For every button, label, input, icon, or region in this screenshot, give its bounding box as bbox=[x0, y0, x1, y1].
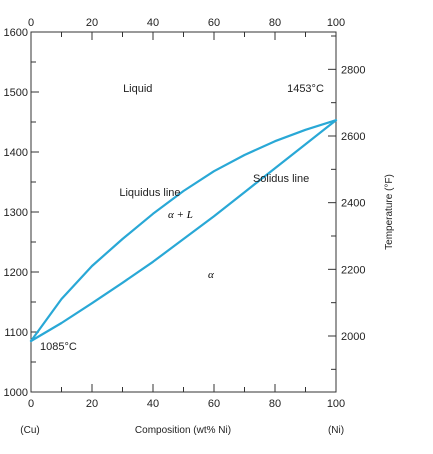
x-tick-label-bottom: 80 bbox=[269, 398, 281, 410]
y-tick-label-left: 1000 bbox=[4, 387, 28, 399]
annotation-label: 1453°C bbox=[287, 83, 324, 95]
y-tick-label-left: 1100 bbox=[4, 327, 28, 339]
y-tick-label-left: 1400 bbox=[4, 147, 28, 159]
x-tick-label-bottom: 100 bbox=[327, 398, 345, 410]
curves bbox=[29, 119, 338, 343]
y-axis-right-label: Temperature (°F) bbox=[384, 174, 395, 250]
y-tick-label-right: 2800 bbox=[341, 64, 365, 76]
y-tick-label-right: 2000 bbox=[341, 331, 365, 343]
annotation-label: α + L bbox=[168, 209, 193, 221]
x-tick-label-bottom: 20 bbox=[86, 398, 98, 410]
solidus-curve bbox=[29, 119, 338, 343]
x-tick-label-top: 40 bbox=[147, 17, 159, 29]
y-tick-label-right: 2400 bbox=[341, 198, 365, 210]
x-axis-right-end-label: (Ni) bbox=[328, 425, 344, 436]
y-tick-label-left: 1500 bbox=[4, 87, 28, 99]
x-tick-label-top: 60 bbox=[208, 17, 220, 29]
annotation-label: 1085°C bbox=[40, 341, 77, 353]
annotation-label: Liquid bbox=[123, 83, 152, 95]
liquidus-curve bbox=[29, 119, 338, 343]
x-axis-left-end-label: (Cu) bbox=[20, 425, 39, 436]
y-tick-label-right: 2200 bbox=[341, 264, 365, 276]
y-tick-label-right: 2600 bbox=[341, 131, 365, 143]
x-tick-label-top: 0 bbox=[28, 17, 34, 29]
annotation-label: α bbox=[208, 269, 214, 281]
x-tick-label-bottom: 60 bbox=[208, 398, 220, 410]
y-tick-label-left: 1600 bbox=[4, 27, 28, 39]
tick-labels: 0 0 20 20 40 40 60 60 80 80 100 100 1000 1100 1200 1300… bbox=[4, 17, 366, 410]
y-tick-label-left: 1200 bbox=[4, 267, 28, 279]
tick-marks bbox=[30, 31, 337, 393]
y-tick-label-left: 1300 bbox=[4, 207, 28, 219]
annotation-label: Liquidus line bbox=[119, 187, 180, 199]
x-tick-label-bottom: 40 bbox=[147, 398, 159, 410]
annotations: Liquid 1453°C Liquidus line Solidus line α +… bbox=[40, 83, 324, 353]
x-tick-label-top: 20 bbox=[86, 17, 98, 29]
x-tick-label-top: 100 bbox=[327, 17, 345, 29]
annotation-label: Solidus line bbox=[253, 173, 309, 185]
x-tick-label-top: 80 bbox=[269, 17, 281, 29]
x-axis-label: Composition (wt% Ni) bbox=[135, 425, 231, 436]
x-tick-label-bottom: 0 bbox=[28, 398, 34, 410]
